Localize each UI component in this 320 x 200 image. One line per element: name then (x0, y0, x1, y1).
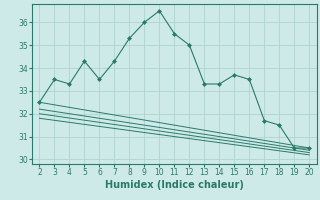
X-axis label: Humidex (Indice chaleur): Humidex (Indice chaleur) (105, 180, 244, 190)
